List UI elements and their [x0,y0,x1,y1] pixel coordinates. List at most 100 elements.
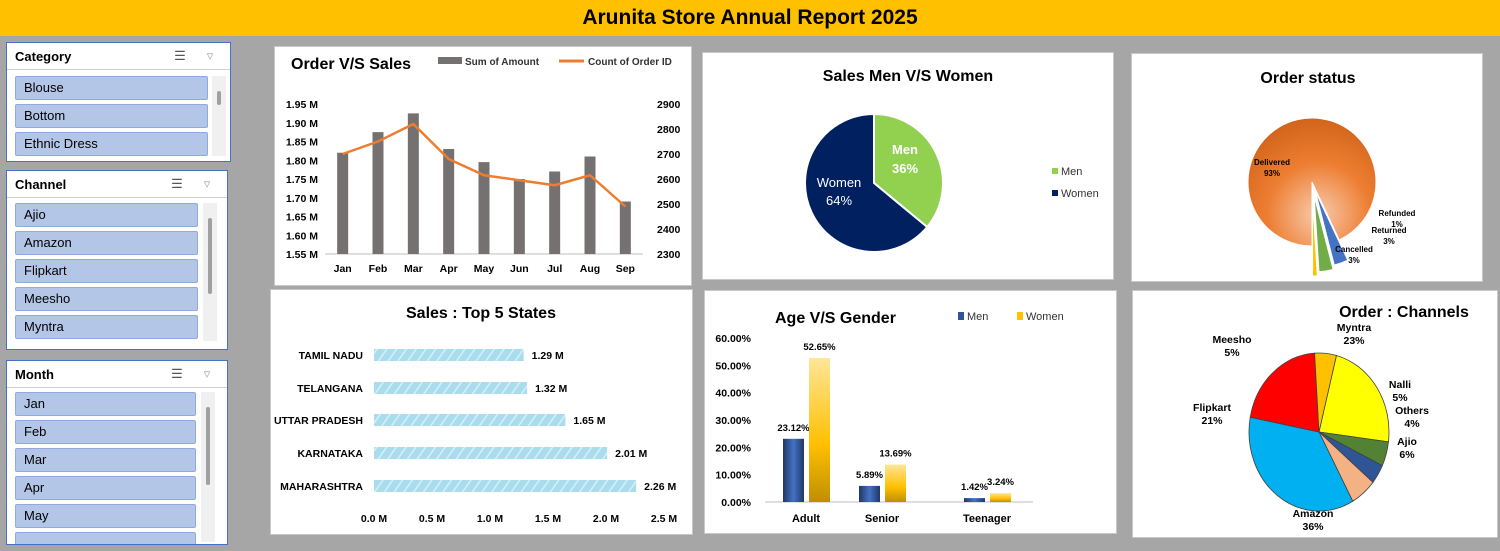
chart-title: Order status [1260,70,1355,87]
slice-value: 21% [1201,415,1223,427]
data-label: 52.65% [803,342,836,353]
clear-filter-icon[interactable]: ▿ [203,176,211,191]
x-tick-label: Jul [547,263,562,275]
clear-filter-icon[interactable]: ▿ [206,48,214,63]
order-vs-sales-chart: Order V/S Sales Sum of Amount Count of Ord… [286,56,681,275]
slice-value: 64% [826,193,852,208]
slicer-item-partial[interactable] [15,532,196,544]
slice-value: 1% [1391,220,1403,229]
channel-slicer[interactable]: Channel ☰ ▿ Ajio Amazon Flipkart Meesho … [6,170,228,350]
bar [374,414,566,426]
x-tick-label: Adult [792,513,820,525]
multi-select-icon[interactable]: ☰ [174,48,186,63]
slicer-item-ajio[interactable]: Ajio [15,203,198,227]
sales-men-women-chart: Sales Men V/S Women Men 36% Women 64% Men Wome… [804,68,1099,253]
pie-slice [1318,354,1390,443]
slice-value: 36% [1302,521,1324,533]
order-status-panel[interactable]: Order status Delivered 93% Cancelled 3% Retur… [1131,53,1483,282]
legend-label: Women [1061,188,1099,200]
slicer-scrollbar[interactable] [201,392,215,542]
y-tick-label: 60.00% [715,333,751,345]
data-label: 3.24% [987,477,1014,488]
multi-select-icon[interactable]: ☰ [171,366,183,381]
bar [374,349,524,361]
data-label: 23.12% [777,423,810,434]
slicer-item-jan[interactable]: Jan [15,392,196,416]
slicer-title: Month [15,367,54,382]
bar [809,358,830,502]
slicer-item-may[interactable]: May [15,504,196,528]
order-vs-sales-panel[interactable]: Order V/S Sales Sum of Amount Count of Ord… [274,46,692,286]
slicer-item-myntra[interactable]: Myntra [15,315,198,339]
legend-swatch-amount [438,57,462,64]
pie-slice [1314,352,1337,433]
sales-men-women-panel[interactable]: Sales Men V/S Women Men 36% Women 64% Men Wome… [702,52,1114,280]
slicer-scrollbar[interactable] [203,203,217,341]
bar [374,480,637,492]
y-tick-label: 1.80 M [286,155,318,167]
y2-tick-label: 2400 [657,224,681,236]
age-gender-panel[interactable]: Age V/S Gender Men Women 0.00% 10.00% 20.00% 3… [704,290,1117,534]
bar [374,382,528,394]
multi-select-icon[interactable]: ☰ [171,176,183,191]
slice-value: 4% [1404,418,1420,430]
slicer-item-mar[interactable]: Mar [15,448,196,472]
x-tick-label: Senior [865,513,900,525]
bar [859,485,880,502]
slice-value: 6% [1399,449,1415,461]
y2-tick-label: 2800 [657,124,681,136]
legend-label: Women [1026,311,1064,323]
top5-states-panel[interactable]: Sales : Top 5 States TAMIL NADU 1.29 M TELA… [270,289,693,535]
x-tick-label: 0.0 M [361,513,388,525]
slicer-item-flipkart[interactable]: Flipkart [15,259,198,283]
bar [443,149,455,254]
slicer-item-blouse[interactable]: Blouse [15,76,208,100]
slicer-item-amazon[interactable]: Amazon [15,231,198,255]
slicer-item-bottom[interactable]: Bottom [15,104,208,128]
x-tick-label: 0.5 M [419,513,446,525]
category-slicer[interactable]: Category ☰ ▿ Blouse Bottom Ethnic Dress [6,42,231,162]
y-tick-label: 1.60 M [286,230,318,242]
y-tick-label: 1.90 M [286,118,318,130]
top5-states-chart: Sales : Top 5 States TAMIL NADU 1.29 M TELA… [274,305,677,525]
y2-tick-label: 2600 [657,174,681,186]
x-tick-label: Jan [334,263,352,275]
slice-value: 23% [1343,335,1365,347]
data-label: 1.42% [961,482,988,493]
slicer-scrollbar[interactable] [212,76,226,156]
slicer-item-apr[interactable]: Apr [15,476,196,500]
slice-label: Myntra [1337,322,1372,334]
bar [478,162,490,254]
slicer-item-ethnic-dress[interactable]: Ethnic Dress [15,132,208,156]
clear-filter-icon[interactable]: ▿ [203,366,211,381]
pie-slice [1249,352,1320,433]
slicer-item-meesho[interactable]: Meesho [15,287,198,311]
category-label: TAMIL NADU [299,350,363,362]
slice-value: 3% [1348,256,1360,265]
x-tick-label: 1.0 M [477,513,504,525]
slice-value: 5% [1224,347,1240,359]
y-tick-label: 10.00% [715,470,751,482]
pie-slice [1312,199,1318,277]
order-status-chart: Order status Delivered 93% Cancelled 3% Retur… [1247,70,1416,277]
x-tick-label: Mar [404,263,423,275]
bar [964,498,985,502]
slicer-item-feb[interactable]: Feb [15,420,196,444]
report-title: Arunita Store Annual Report 2025 [0,0,1500,36]
x-tick-label: May [474,263,495,275]
chart-title: Sales : Top 5 States [406,305,556,322]
slice-label: Delivered [1254,158,1290,167]
slice-label: Men [892,142,918,157]
legend-swatch [958,312,964,320]
order-channels-chart: Order : ChannelsMyntra23%Nalli5%Others4%… [1193,304,1469,533]
legend-swatch [1052,168,1058,174]
order-channels-panel[interactable]: Order : Channels Myntra 23% Nalli 5% Others 4%… [1132,290,1498,538]
bar [783,438,804,502]
slice-label: Women [817,175,862,190]
age-gender-chart: Age V/S Gender Men Women 0.00% 10.00% 20.00% 3… [715,310,1064,525]
data-label: 5.89% [856,470,883,481]
slice-label: Refunded [1379,209,1416,218]
y-tick-label: 1.85 M [286,137,318,149]
month-slicer[interactable]: Month ☰ ▿ Jan Feb Mar Apr May [6,360,228,545]
bar [549,171,561,254]
